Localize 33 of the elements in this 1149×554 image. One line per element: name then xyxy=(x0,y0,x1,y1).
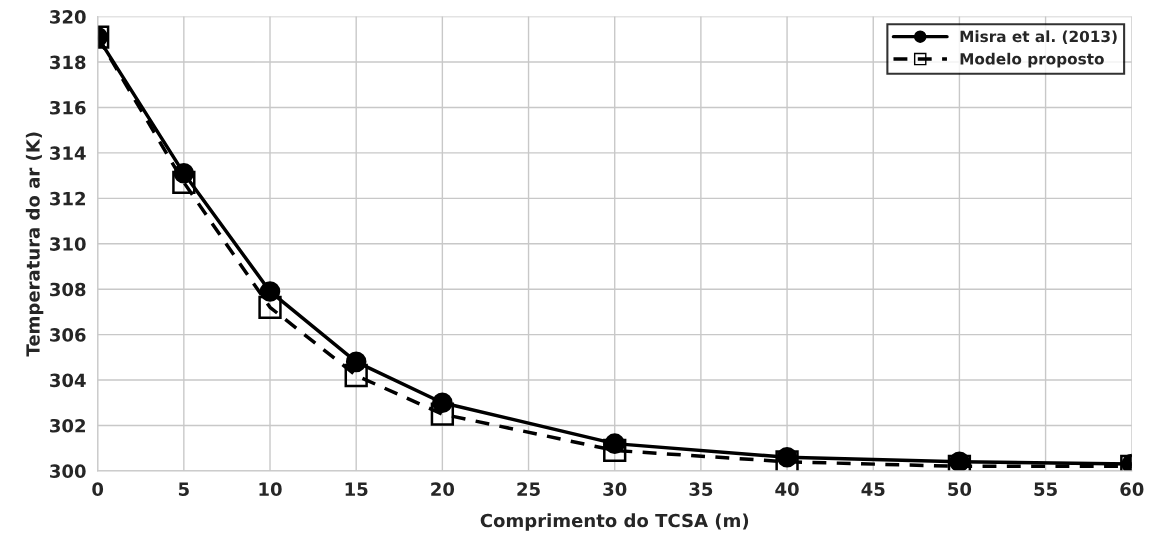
x-tick-label: 15 xyxy=(345,482,368,496)
y-tick-label: 302 xyxy=(50,418,85,433)
x-tick-label: 35 xyxy=(689,482,713,496)
y-tick-label: 318 xyxy=(50,55,86,70)
y-tick-label: 308 xyxy=(50,282,86,297)
point xyxy=(172,170,196,195)
y-tick-label: 300 xyxy=(50,464,86,479)
x-tick-label: 10 xyxy=(259,482,282,496)
y-tick-label: 312 xyxy=(50,191,85,206)
point xyxy=(603,438,627,463)
x-tick-label: 45 xyxy=(861,482,885,496)
legend-label: Modelo proposto xyxy=(960,52,1104,68)
x-tick-label: 50 xyxy=(948,482,972,496)
x-axis-title: Comprimento do TCSA (m) xyxy=(480,513,749,531)
point xyxy=(344,363,368,388)
x-tick-label: 30 xyxy=(603,482,627,496)
x-tick-label: 40 xyxy=(775,482,799,496)
y-tick-label: 316 xyxy=(50,100,86,115)
y-axis-title: Temperatura do ar (K) xyxy=(25,132,44,357)
y-tick-label: 310 xyxy=(50,237,86,251)
x-tick-label: 60 xyxy=(1120,482,1144,496)
x-tick-label: 5 xyxy=(178,482,189,496)
x-tick-label: 0 xyxy=(92,482,104,496)
y-tick-label: 320 xyxy=(50,10,86,24)
x-tick-label: 25 xyxy=(517,482,540,496)
y-tick-label: 314 xyxy=(50,146,86,161)
point xyxy=(258,295,282,320)
x-tick-label: 55 xyxy=(1034,482,1057,496)
point xyxy=(430,402,455,426)
legend-label: Misra et al. (2013) xyxy=(960,30,1117,44)
y-tick-label: 304 xyxy=(50,373,86,388)
x-tick-label: 20 xyxy=(431,482,455,496)
y-tick-label: 306 xyxy=(50,328,86,342)
